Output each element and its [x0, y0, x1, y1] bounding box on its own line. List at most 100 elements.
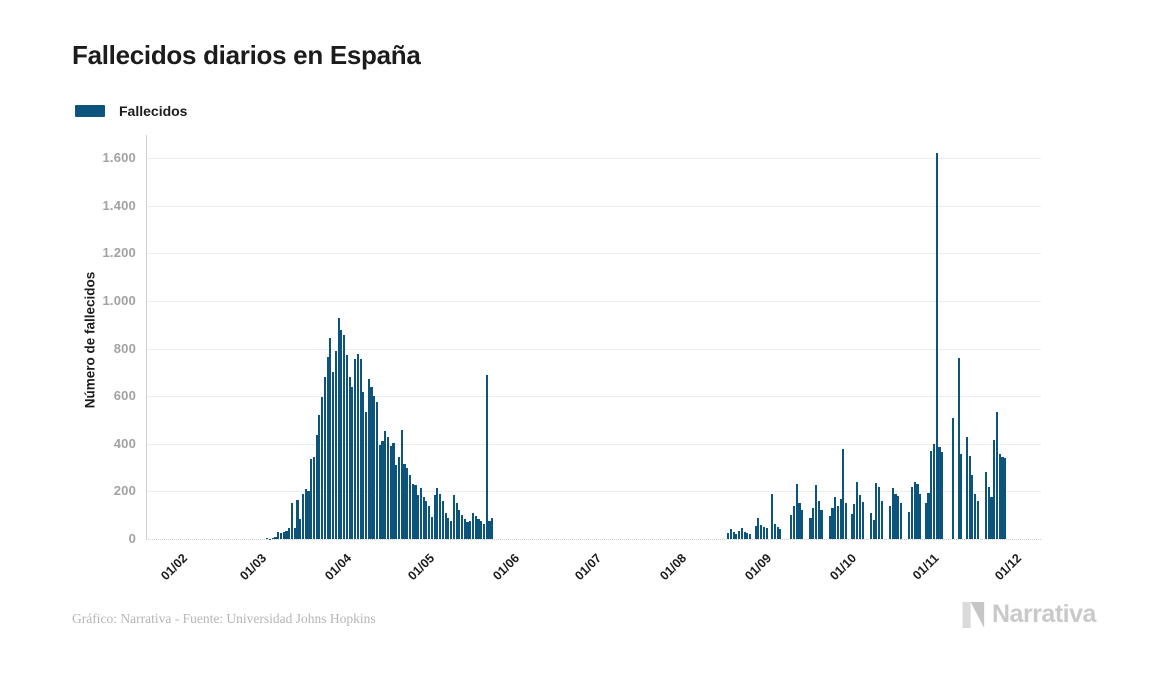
- legend-label: Fallecidos: [119, 103, 188, 119]
- bar: [288, 528, 291, 539]
- bar: [293, 528, 296, 539]
- x-tick-label: 01/06: [489, 551, 522, 584]
- bar: [392, 442, 395, 539]
- x-tick-label: 01/09: [742, 551, 775, 584]
- bar: [343, 334, 346, 539]
- bar: [990, 497, 993, 539]
- bar: [743, 531, 746, 539]
- bar: [798, 503, 801, 539]
- bar: [974, 493, 977, 539]
- bar: [960, 454, 963, 539]
- y-tick-label: 1.400: [102, 197, 136, 213]
- bar: [307, 491, 310, 539]
- bar: [735, 534, 738, 539]
- bar: [746, 533, 749, 539]
- bar: [411, 484, 414, 539]
- bar: [277, 532, 280, 539]
- bar: [965, 436, 968, 539]
- y-tick-label: 400: [113, 435, 136, 451]
- bar: [381, 441, 384, 539]
- bar: [351, 387, 354, 539]
- bar: [271, 537, 274, 539]
- bar: [872, 519, 875, 539]
- bar: [386, 436, 390, 539]
- bar: [968, 455, 971, 539]
- bar: [845, 503, 848, 539]
- bar: [935, 152, 938, 539]
- bar: [474, 516, 477, 539]
- bar: [441, 500, 444, 539]
- bar: [757, 517, 760, 539]
- y-tick-label: 800: [113, 340, 136, 356]
- bar: [875, 483, 878, 539]
- bar: [428, 505, 431, 539]
- bar: [1001, 456, 1004, 539]
- x-tick-label: 01/05: [404, 551, 437, 584]
- bar: [738, 530, 741, 539]
- bar: [732, 531, 735, 539]
- bar: [995, 411, 999, 539]
- bar: [466, 522, 469, 539]
- bar: [480, 521, 483, 539]
- bar: [482, 523, 486, 539]
- bar: [880, 500, 883, 539]
- bar: [727, 533, 730, 539]
- bar: [899, 503, 903, 539]
- bar: [312, 456, 315, 539]
- y-tick-label: 0: [128, 531, 136, 546]
- bar: [458, 510, 461, 539]
- bar: [820, 510, 823, 539]
- bar: [334, 350, 337, 539]
- bar: [941, 452, 944, 539]
- bar: [348, 377, 351, 539]
- bar: [971, 474, 974, 539]
- bar: [452, 494, 455, 539]
- y-tick-label: 1.600: [102, 150, 136, 165]
- bar: [760, 524, 763, 539]
- chart-title: Fallecidos diarios en España: [72, 40, 421, 70]
- bar: [834, 496, 837, 539]
- bar: [304, 489, 307, 539]
- x-tick-label: 01/12: [991, 551, 1024, 584]
- bar: [916, 484, 919, 539]
- bar: [310, 459, 313, 539]
- bar: [461, 514, 464, 539]
- bar: [853, 504, 856, 539]
- x-tick-label: 01/08: [657, 551, 690, 584]
- bar: [754, 525, 757, 539]
- x-tick-label: 01/10: [827, 551, 860, 584]
- bar: [397, 456, 401, 539]
- bar: [356, 354, 359, 539]
- bar: [729, 529, 732, 539]
- bar: [908, 511, 911, 539]
- bar: [888, 505, 892, 539]
- bar: [850, 514, 853, 539]
- bar: [957, 358, 960, 539]
- bar: [765, 528, 768, 539]
- bar: [373, 396, 376, 539]
- gridline: [146, 158, 1041, 159]
- bar: [792, 505, 796, 539]
- bar: [924, 503, 927, 539]
- bar: [790, 515, 793, 539]
- bar: [987, 486, 990, 539]
- gridline: [146, 396, 1041, 398]
- bar: [370, 386, 373, 539]
- bar: [779, 529, 782, 539]
- bar: [345, 354, 348, 539]
- bar: [985, 472, 988, 539]
- bar: [290, 503, 294, 539]
- bar: [976, 500, 979, 539]
- bar: [318, 415, 321, 539]
- bar: [282, 531, 285, 539]
- bar: [998, 454, 1001, 539]
- gridline: [146, 491, 1041, 493]
- bar: [436, 488, 439, 539]
- bar: [279, 533, 283, 539]
- plot-area: 0 200 400 600 800 1.000 1.200 1.400 1.600 01/02 0…: [102, 135, 1041, 583]
- bar: [375, 402, 379, 539]
- bar: [378, 445, 381, 539]
- bar: [878, 486, 881, 539]
- bar: [340, 329, 343, 539]
- bar: [831, 508, 834, 539]
